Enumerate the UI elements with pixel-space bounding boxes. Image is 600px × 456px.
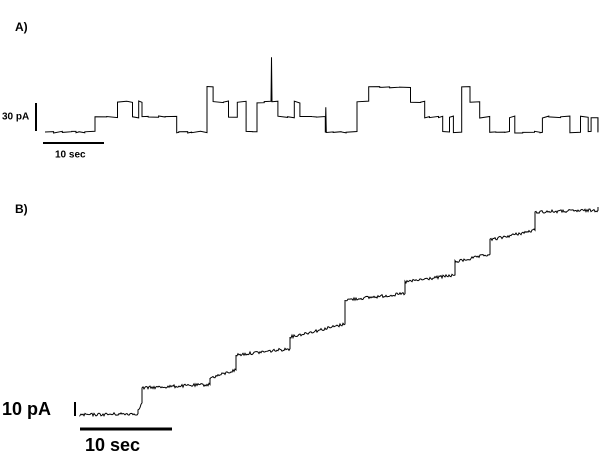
scale-y-label: 30 pA — [2, 112, 29, 123]
panel-label: A) — [15, 20, 28, 34]
current-trace — [79, 207, 599, 418]
current-trace — [44, 57, 599, 134]
scale-x-label: 10 sec — [85, 435, 140, 455]
panel-label: B) — [15, 202, 28, 216]
scale-x-label: 10 sec — [55, 150, 86, 161]
scale-y-label: 10 pA — [2, 399, 51, 419]
